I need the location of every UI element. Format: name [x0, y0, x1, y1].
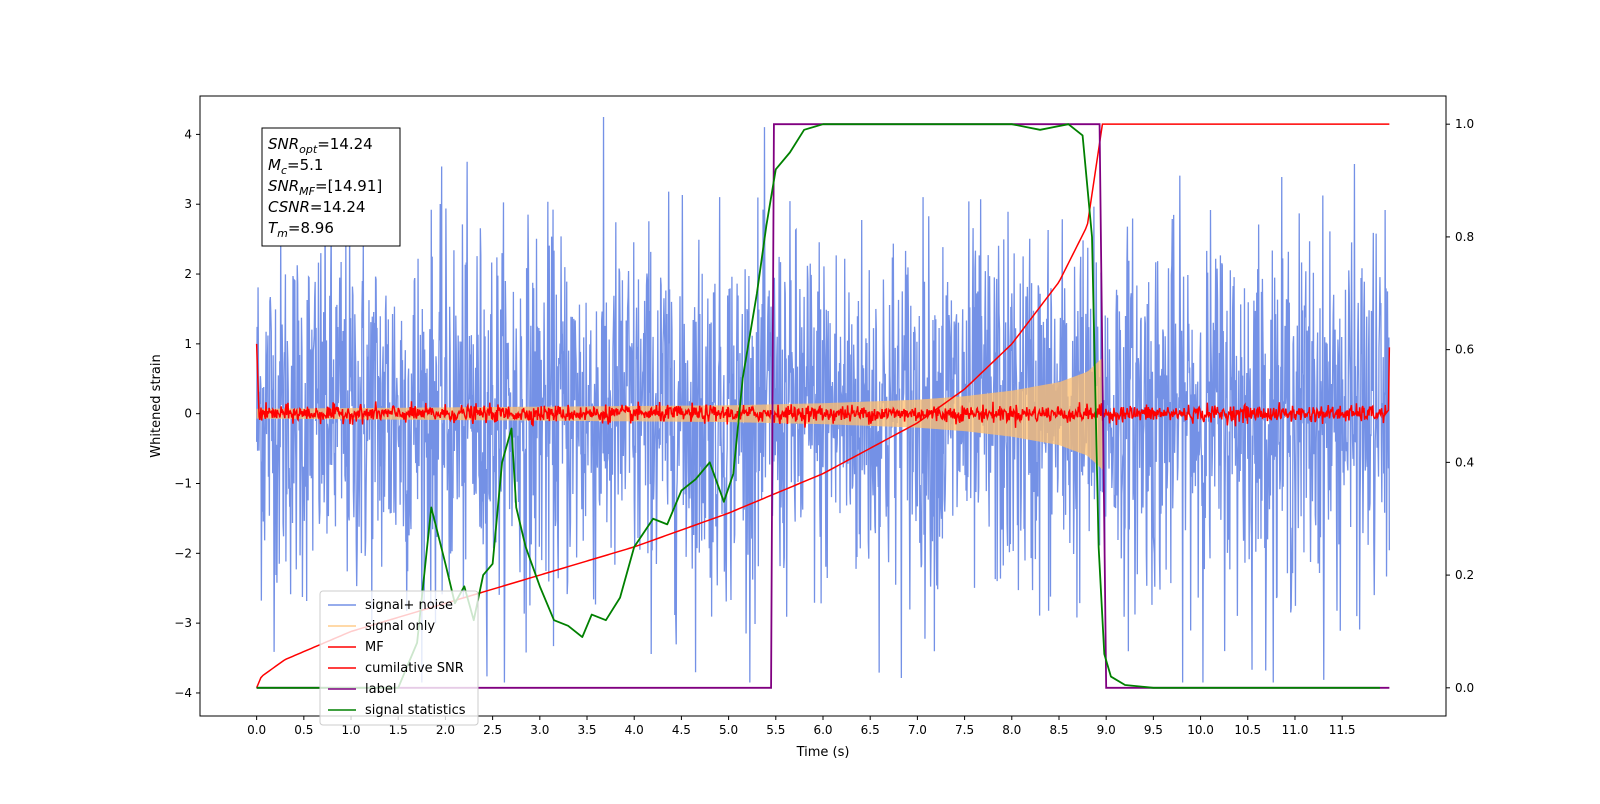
- y2-tick-label: 0.4: [1455, 455, 1474, 469]
- legend-frame: [319, 590, 479, 726]
- y-tick-label: −4: [174, 686, 192, 700]
- x-tick-label: 6.5: [861, 723, 880, 737]
- annotation-line: CSNR=14.24: [268, 198, 365, 216]
- x-tick-label: 4.0: [625, 723, 644, 737]
- series-mf: [255, 343, 1391, 428]
- y-tick-label: 1: [184, 337, 192, 351]
- axis-layer: 0.0 0.5 1.0 1.5 2.0 2.5 3.0 3.5 4.0 4.5 5.0 5.5 6.0 6…: [174, 117, 1474, 737]
- x-tick-label: 5.5: [766, 723, 785, 737]
- y2-tick-label: 0.0: [1455, 681, 1474, 695]
- y-tick-label: −2: [174, 546, 192, 560]
- x-tick-label: 8.0: [1002, 723, 1021, 737]
- x-tick-label: 10.5: [1234, 723, 1261, 737]
- annotation-line: Tm=8.96: [268, 219, 334, 240]
- legend-label: signal only: [365, 619, 435, 634]
- x-tick-label: 3.0: [530, 723, 549, 737]
- x-tick-label: 10.0: [1187, 723, 1214, 737]
- x-tick-label: 9.0: [1097, 723, 1116, 737]
- x-tick-label: 11.5: [1329, 723, 1356, 737]
- y-tick-label: 0: [184, 407, 192, 421]
- y-tick-label: −1: [174, 477, 192, 491]
- legend: signal+ noise signal only MF cumilative SNR…: [319, 590, 479, 726]
- y2-tick-label: 1.0: [1455, 117, 1474, 131]
- legend-label: signal statistics: [365, 703, 466, 718]
- x-tick-label: 4.5: [672, 723, 691, 737]
- x-tick-label: 7.0: [908, 723, 927, 737]
- x-tick-label: 3.5: [577, 723, 596, 737]
- x-tick-label: 1.5: [389, 723, 408, 737]
- x-tick-label: 5.0: [719, 723, 738, 737]
- x-axis-label: Time (s): [796, 745, 850, 760]
- legend-label: cumilative SNR: [365, 661, 464, 676]
- annotation-line: SNRopt=14.24: [268, 135, 373, 156]
- y-tick-label: 3: [184, 197, 192, 211]
- annotation-line: SNRMF=[14.91]: [268, 177, 382, 198]
- x-tick-label: 2.0: [436, 723, 455, 737]
- annotation-frame: [261, 127, 401, 247]
- x-tick-label: 1.0: [341, 723, 360, 737]
- x-tick-label: 11.0: [1282, 723, 1309, 737]
- x-tick-label: 2.5: [483, 723, 502, 737]
- series-signal-statistics: [256, 123, 1380, 689]
- y2-tick-label: 0.8: [1455, 230, 1474, 244]
- x-tick-label: 8.5: [1049, 723, 1068, 737]
- y-tick-label: 2: [184, 267, 192, 281]
- y-tick-label: −3: [174, 616, 192, 630]
- x-tick-label: 6.0: [813, 723, 832, 737]
- legend-label: signal+ noise: [365, 598, 453, 613]
- x-tick-label: 0.0: [247, 723, 266, 737]
- x-tick-label: 9.5: [1144, 723, 1163, 737]
- y-axis-label: Whitened strain: [149, 354, 164, 457]
- annotation-box: SNRopt=14.24Mc=5.1SNRMF=[14.91]CSNR=14.2…: [261, 127, 401, 247]
- x-tick-label: 0.5: [294, 723, 313, 737]
- legend-label: MF: [365, 640, 384, 655]
- y2-tick-label: 0.2: [1455, 568, 1474, 582]
- legend-label: label: [365, 682, 396, 697]
- y-tick-label: 4: [184, 127, 192, 141]
- x-tick-label: 7.5: [955, 723, 974, 737]
- y2-tick-label: 0.6: [1455, 343, 1474, 357]
- annotation-line: Mc=5.1: [268, 156, 323, 177]
